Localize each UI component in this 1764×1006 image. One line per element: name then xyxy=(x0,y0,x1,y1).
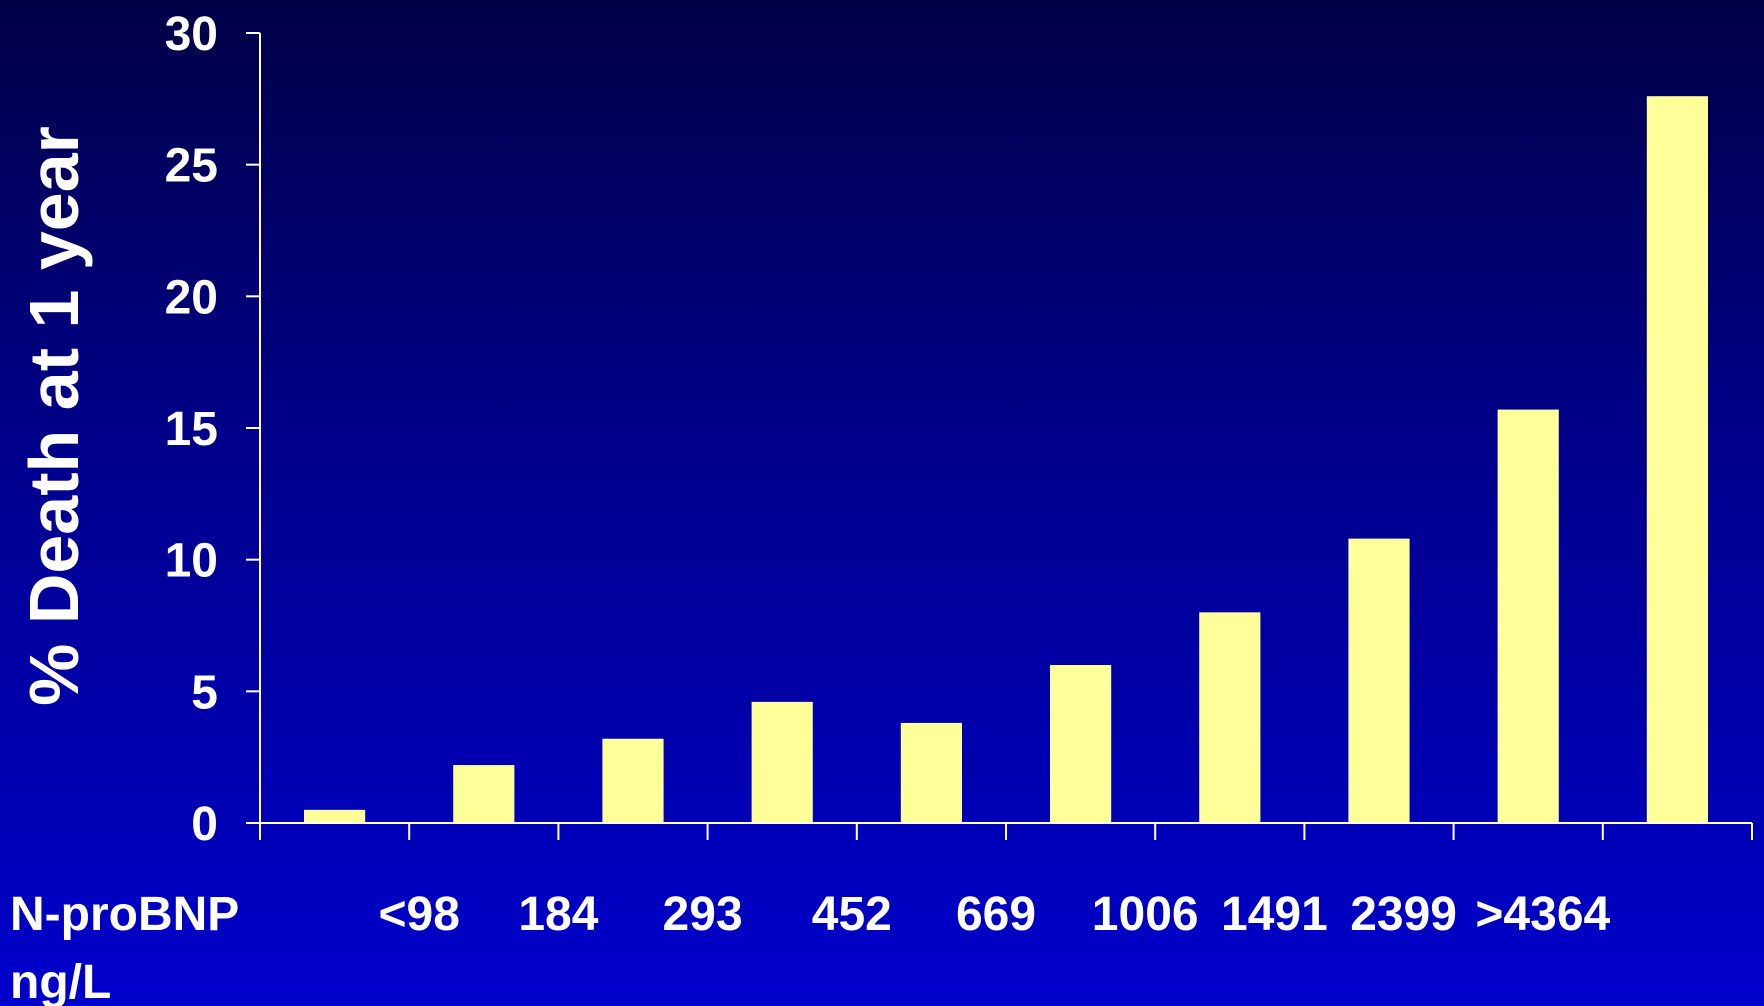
x-tick-label: 184 xyxy=(518,888,598,941)
x-axis-title-line-2: ng/L xyxy=(10,956,111,1006)
bars xyxy=(304,96,1708,823)
bar xyxy=(1646,96,1708,823)
bar xyxy=(900,722,962,823)
y-tick-label: 10 xyxy=(165,535,218,588)
x-tick-label: 1006 xyxy=(1092,888,1199,941)
y-tick-label: 5 xyxy=(191,666,218,719)
y-axis-title: % Death at 1 year xyxy=(15,126,93,706)
x-tick-label: 293 xyxy=(663,888,743,941)
bar xyxy=(1497,409,1559,823)
x-tick-label: 669 xyxy=(956,888,1036,941)
x-axis-title-line-1: N-proBNP xyxy=(10,888,239,941)
bar xyxy=(1348,538,1410,823)
x-tick-label: 2399 xyxy=(1350,888,1457,941)
y-tick-label: 30 xyxy=(165,8,218,61)
bar xyxy=(602,738,664,823)
x-tick-label: <98 xyxy=(378,888,459,941)
y-tick-label: 15 xyxy=(165,403,218,456)
bar xyxy=(1050,665,1112,823)
y-axis: 0 5 10 15 20 25 30 xyxy=(165,8,261,851)
x-axis-title: N-proBNP ng/L xyxy=(10,888,239,1006)
x-tick-label: >4364 xyxy=(1475,888,1610,941)
bar xyxy=(751,701,813,823)
bar xyxy=(453,765,515,823)
x-axis: <98 184 293 452 669 1006 1491 2399 >4364 xyxy=(259,822,1753,941)
y-tick-label: 25 xyxy=(165,140,218,193)
x-tick-label: 452 xyxy=(812,888,892,941)
bar xyxy=(1199,612,1261,823)
y-tick-label: 20 xyxy=(165,271,218,324)
x-tick-label: 1491 xyxy=(1221,888,1328,941)
y-tick-label: 0 xyxy=(191,798,218,851)
bar xyxy=(304,809,366,823)
